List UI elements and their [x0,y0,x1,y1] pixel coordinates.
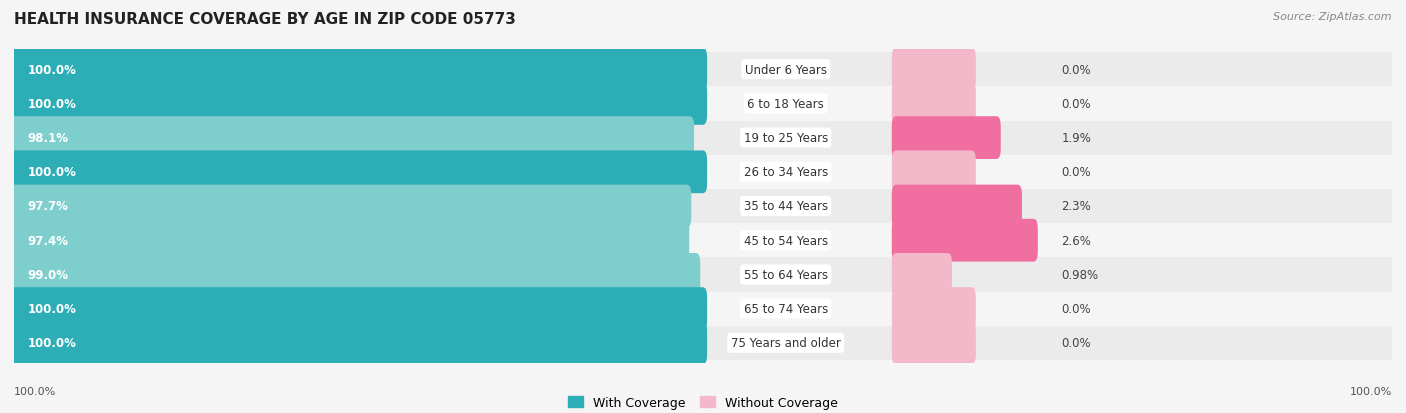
FancyBboxPatch shape [891,287,976,330]
Text: 0.0%: 0.0% [1062,337,1091,349]
FancyBboxPatch shape [10,185,692,228]
Text: 0.0%: 0.0% [1062,97,1091,111]
Bar [14,190,1392,223]
Text: 2.3%: 2.3% [1062,200,1091,213]
Text: 0.98%: 0.98% [1062,268,1098,281]
Text: 1.9%: 1.9% [1062,132,1091,145]
Text: 0.0%: 0.0% [1062,302,1091,316]
Text: 65 to 74 Years: 65 to 74 Years [744,302,828,316]
Text: 99.0%: 99.0% [28,268,69,281]
Bar [14,223,1392,258]
Text: 19 to 25 Years: 19 to 25 Years [744,132,828,145]
Text: 100.0%: 100.0% [28,302,77,316]
Bar [14,121,1392,155]
Bar [14,87,1392,121]
Text: 98.1%: 98.1% [28,132,69,145]
Bar [14,292,1392,326]
FancyBboxPatch shape [891,219,1038,262]
Bar [14,326,1392,360]
FancyBboxPatch shape [10,151,707,194]
FancyBboxPatch shape [10,287,707,330]
Text: 97.7%: 97.7% [28,200,69,213]
Text: Source: ZipAtlas.com: Source: ZipAtlas.com [1274,12,1392,22]
Text: 45 to 54 Years: 45 to 54 Years [744,234,828,247]
Text: 35 to 44 Years: 35 to 44 Years [744,200,828,213]
FancyBboxPatch shape [891,254,952,296]
Text: 0.0%: 0.0% [1062,166,1091,179]
Text: 6 to 18 Years: 6 to 18 Years [748,97,824,111]
Text: 75 Years and older: 75 Years and older [731,337,841,349]
Text: 26 to 34 Years: 26 to 34 Years [744,166,828,179]
Text: 0.0%: 0.0% [1062,64,1091,76]
FancyBboxPatch shape [891,117,1001,159]
FancyBboxPatch shape [10,322,707,364]
Bar [14,155,1392,190]
Bar [14,258,1392,292]
Text: 100.0%: 100.0% [14,387,56,396]
Text: Under 6 Years: Under 6 Years [745,64,827,76]
Text: 55 to 64 Years: 55 to 64 Years [744,268,828,281]
FancyBboxPatch shape [891,322,976,364]
Text: HEALTH INSURANCE COVERAGE BY AGE IN ZIP CODE 05773: HEALTH INSURANCE COVERAGE BY AGE IN ZIP … [14,12,516,27]
FancyBboxPatch shape [891,83,976,126]
Text: 100.0%: 100.0% [28,64,77,76]
FancyBboxPatch shape [10,117,695,159]
Text: 97.4%: 97.4% [28,234,69,247]
Text: 100.0%: 100.0% [28,166,77,179]
FancyBboxPatch shape [10,219,689,262]
FancyBboxPatch shape [10,49,707,91]
Bar [14,53,1392,87]
FancyBboxPatch shape [891,49,976,91]
FancyBboxPatch shape [891,151,976,194]
FancyBboxPatch shape [891,185,1022,228]
Text: 100.0%: 100.0% [1350,387,1392,396]
Legend: With Coverage, Without Coverage: With Coverage, Without Coverage [562,391,844,413]
Text: 100.0%: 100.0% [28,337,77,349]
Text: 100.0%: 100.0% [28,97,77,111]
FancyBboxPatch shape [10,254,700,296]
Text: 2.6%: 2.6% [1062,234,1091,247]
FancyBboxPatch shape [10,83,707,126]
